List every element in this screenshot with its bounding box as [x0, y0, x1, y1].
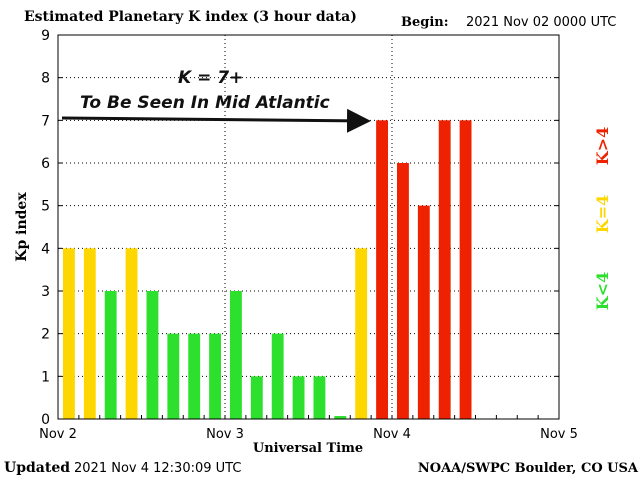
- begin-value: 2021 Nov 02 0000 UTC: [466, 15, 617, 30]
- legend-high: K>4: [593, 127, 612, 165]
- updated-value: 2021 Nov 4 12:30:09 UTC: [74, 461, 242, 476]
- grid-lines: [58, 35, 559, 419]
- y-tick-label: 2: [41, 327, 50, 343]
- credit-text: NOAA/SWPC Boulder, CO USA: [417, 461, 638, 476]
- kp-bar: [188, 333, 201, 419]
- x-axis-ticks: Nov 2 Nov 3 Nov 4 Nov 5: [39, 415, 578, 442]
- kp-bar: [250, 376, 263, 419]
- kp-bar: [167, 333, 180, 419]
- kp-bar: [209, 333, 221, 419]
- kp-bar: [459, 120, 472, 419]
- kp-bar: [355, 248, 368, 419]
- legend-low: K<4: [593, 272, 612, 310]
- y-tick-label: 1: [41, 369, 50, 385]
- kp-bar: [334, 416, 347, 419]
- kp-bar: [230, 291, 242, 419]
- y-tick-label: 6: [41, 156, 50, 172]
- annotation-kp-value: K = 7+: [178, 68, 243, 88]
- kp-bar: [376, 120, 388, 419]
- kp-bar: [397, 163, 409, 419]
- begin-label: Begin:: [401, 15, 449, 30]
- annotation: K = 7+ To Be Seen In Mid Atlantic: [61, 68, 371, 133]
- bar-series: [63, 120, 472, 419]
- kp-bar: [104, 291, 117, 419]
- y-tick-label: 8: [41, 71, 50, 87]
- annotation-location: To Be Seen In Mid Atlantic: [80, 93, 330, 113]
- y-tick-label: 3: [41, 284, 50, 300]
- x-axis-label: Universal Time: [253, 441, 363, 456]
- x-tick-label: Nov 3: [206, 427, 244, 442]
- kp-bar: [313, 376, 326, 419]
- x-tick-label: Nov 2: [39, 427, 77, 442]
- kp-bar: [63, 248, 75, 419]
- chart-title: Estimated Planetary K index (3 hour data…: [24, 9, 357, 25]
- plot-area: [58, 35, 559, 419]
- y-axis-label: Kp index: [14, 192, 30, 262]
- kp-bar: [146, 291, 159, 419]
- y-tick-label: 7: [41, 113, 50, 129]
- kp-bar: [417, 205, 430, 419]
- x-tick-label: Nov 5: [540, 427, 578, 442]
- y-tick-label: 5: [41, 199, 50, 215]
- updated-label: Updated: [4, 460, 71, 476]
- annotation-arrow: [61, 108, 371, 133]
- y-tick-label: 0: [41, 412, 50, 428]
- y-tick-label: 4: [41, 241, 50, 257]
- x-tick-label: Nov 4: [373, 427, 411, 442]
- y-axis-ticks: 0 1 2 3 4 5 6 7 8 9: [41, 28, 559, 428]
- kp-bar: [292, 376, 305, 419]
- kp-bar: [125, 248, 138, 419]
- kp-bar: [83, 248, 96, 419]
- kp-bar: [271, 333, 284, 419]
- legend-mid: K=4: [593, 195, 612, 233]
- y-tick-label: 9: [41, 28, 50, 44]
- legend: K<4 K=4 K>4: [593, 127, 612, 310]
- kp-bar: [438, 120, 451, 419]
